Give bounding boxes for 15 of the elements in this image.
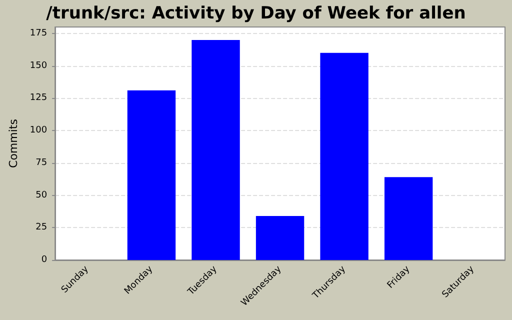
chart-title: /trunk/src: Activity by Day of Week for allen xyxy=(46,4,466,24)
bar xyxy=(256,216,304,260)
y-tick-label: 150 xyxy=(30,60,48,71)
y-axis-title: Commits xyxy=(7,118,20,168)
bar xyxy=(192,40,240,260)
bar xyxy=(320,52,368,260)
y-tick-label: 50 xyxy=(36,190,48,200)
bar xyxy=(127,90,176,260)
y-tick-label: 125 xyxy=(30,93,48,104)
y-tick-label: 75 xyxy=(36,158,48,168)
y-tick-label: 25 xyxy=(36,222,48,233)
bar xyxy=(384,177,433,260)
y-tick-label: 0 xyxy=(41,255,48,265)
y-tick-label: 100 xyxy=(30,126,48,136)
y-tick-label: 175 xyxy=(30,28,48,38)
